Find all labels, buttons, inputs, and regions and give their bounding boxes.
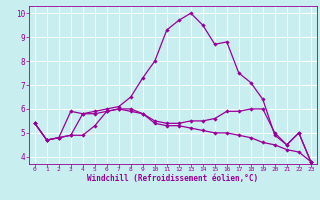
X-axis label: Windchill (Refroidissement éolien,°C): Windchill (Refroidissement éolien,°C) — [87, 174, 258, 183]
